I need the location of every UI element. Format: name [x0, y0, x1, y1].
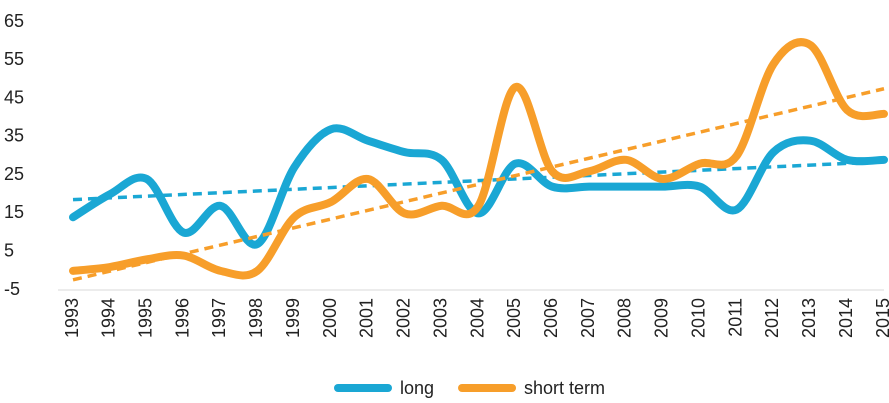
x-tick-label: 2005 — [504, 298, 524, 338]
y-tick-label: 55 — [4, 49, 24, 69]
x-tick-label: 2012 — [762, 298, 782, 338]
x-tick-label: 2004 — [467, 298, 487, 338]
x-tick-label: 2015 — [873, 298, 889, 338]
trend-line — [72, 159, 885, 202]
x-tick-label: 1998 — [246, 298, 266, 338]
x-tick-label: 1999 — [283, 298, 303, 338]
trend-line — [72, 87, 885, 282]
y-tick-label: 25 — [4, 164, 24, 184]
y-tick-label: 15 — [4, 202, 24, 222]
x-tick-label: 1997 — [209, 298, 229, 338]
x-tick-label: 2000 — [320, 298, 340, 338]
x-tick-label: 2014 — [836, 298, 856, 338]
x-tick-label: 2011 — [725, 298, 745, 337]
x-tick-label: 2001 — [357, 298, 377, 338]
y-tick-label: -5 — [4, 279, 20, 299]
x-tick-label: 2006 — [541, 298, 561, 338]
x-tick-label: 2009 — [652, 298, 672, 338]
x-tick-label: 2013 — [799, 298, 819, 338]
x-tick-label: 2003 — [430, 298, 450, 338]
legend-label: long — [400, 378, 434, 398]
y-tick-label: 65 — [4, 11, 24, 31]
series-line — [69, 38, 888, 280]
x-tick-label: 2010 — [688, 298, 708, 338]
series-line — [69, 124, 888, 249]
x-tick-label: 1994 — [99, 298, 119, 338]
y-tick-label: 35 — [4, 126, 24, 146]
x-tick-label: 2002 — [394, 298, 414, 338]
legend-label: short term — [524, 378, 605, 398]
x-tick-label: 2008 — [615, 298, 635, 338]
x-tick-label: 1993 — [62, 298, 82, 338]
y-tick-label: 5 — [4, 240, 14, 260]
x-tick-label: 1996 — [172, 298, 192, 338]
y-tick-label: 45 — [4, 87, 24, 107]
x-tick-label: 2007 — [578, 298, 598, 338]
x-tick-label: 1995 — [135, 298, 155, 338]
